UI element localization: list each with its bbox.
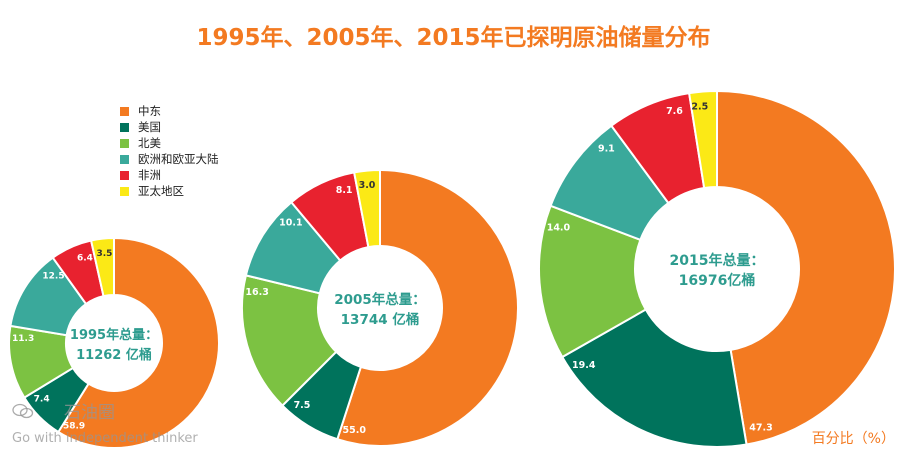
legend-item-usa: 美国 bbox=[120, 119, 219, 135]
center-total-label: 2005年总量： bbox=[334, 291, 426, 308]
donut-slice bbox=[56, 236, 220, 449]
donut-slice bbox=[538, 204, 648, 359]
data-label: 6.4 bbox=[77, 253, 93, 263]
unit-label: 百分比（%） bbox=[811, 431, 895, 447]
legend-swatch bbox=[120, 138, 129, 148]
data-label: 19.4 bbox=[572, 360, 596, 371]
legend-label: 亚太地区 bbox=[138, 184, 184, 198]
data-label: 58.9 bbox=[63, 421, 85, 431]
legend-item-europe-eurasia: 欧洲和欧亚大陆 bbox=[120, 151, 219, 167]
legend-item-africa: 非洲 bbox=[120, 167, 219, 183]
legend-label: 北美 bbox=[138, 136, 161, 150]
legend-swatch bbox=[120, 106, 129, 116]
center-total-value: 13744 亿桶 bbox=[341, 311, 420, 328]
data-label: 11.3 bbox=[12, 334, 34, 344]
legend-item-asia-pacific: 亚太地区 bbox=[120, 183, 219, 199]
data-label: 12.5 bbox=[42, 272, 64, 282]
center-total-label: 1995年总量： bbox=[70, 327, 158, 343]
legend-item-middle-east: 中东 bbox=[120, 103, 219, 119]
data-label: 9.1 bbox=[598, 143, 615, 154]
donut-slice bbox=[241, 274, 338, 407]
data-label: 7.4 bbox=[34, 395, 50, 405]
data-label: 7.6 bbox=[666, 106, 683, 117]
donut-slice bbox=[352, 168, 381, 249]
donut-slice bbox=[560, 308, 748, 448]
data-label: 3.5 bbox=[96, 249, 112, 259]
center-total-value: 16976亿桶 bbox=[679, 272, 756, 289]
data-label: 55.0 bbox=[343, 425, 367, 436]
donut-slice bbox=[89, 236, 115, 298]
data-label: 16.3 bbox=[245, 287, 268, 298]
center-total-label: 2015年总量： bbox=[670, 252, 765, 269]
legend-swatch bbox=[120, 154, 129, 164]
data-label: 8.1 bbox=[336, 185, 353, 196]
center-total-value: 11262 亿桶 bbox=[76, 347, 152, 363]
data-label: 2.5 bbox=[691, 101, 708, 112]
legend-swatch bbox=[120, 186, 129, 196]
legend-label: 非洲 bbox=[138, 168, 161, 182]
donut-slice bbox=[687, 89, 718, 190]
data-label: 47.3 bbox=[749, 422, 772, 433]
legend-label: 中东 bbox=[138, 104, 161, 118]
data-label: 7.5 bbox=[294, 400, 311, 411]
legend-label: 欧洲和欧亚大陆 bbox=[138, 152, 219, 166]
donut-slice bbox=[336, 168, 519, 447]
data-label: 10.1 bbox=[279, 217, 302, 228]
legend-swatch bbox=[120, 122, 129, 132]
data-label: 14.0 bbox=[547, 223, 571, 234]
donut-slice bbox=[716, 89, 896, 446]
legend-swatch bbox=[120, 170, 129, 180]
data-label: 3.0 bbox=[359, 180, 376, 191]
legend-item-north-america: 北美 bbox=[120, 135, 219, 151]
legend: 中东 美国 北美 欧洲和欧亚大陆 非洲 亚太地区 bbox=[120, 103, 219, 199]
legend-label: 美国 bbox=[138, 120, 161, 134]
chart-title: 1995年、2005年、2015年已探明原油储量分布 bbox=[196, 25, 711, 51]
